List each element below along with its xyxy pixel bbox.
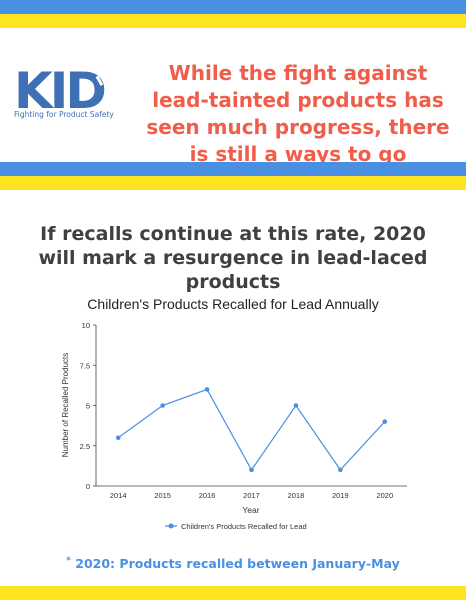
subheading: If recalls continue at this rate, 2020 w… [38, 223, 428, 293]
child-figure-icon [95, 69, 125, 107]
bottom-yellow-band [0, 586, 466, 600]
middle-blue-band [0, 162, 466, 176]
y-tick-label: 2.5 [80, 442, 90, 451]
data-point [338, 467, 343, 473]
data-point [160, 403, 165, 408]
chart-axes: 0 2.5 5 7.5 10 2014 2015 2016 2017 2018 2019 2020 [80, 321, 407, 500]
logo-text: KID [14, 62, 104, 120]
top-blue-band [0, 0, 466, 14]
data-point [204, 387, 210, 392]
top-yellow-band [0, 14, 466, 28]
x-tick-label: 2015 [154, 491, 171, 500]
data-point [249, 467, 254, 473]
footnote-marker: * [66, 556, 71, 566]
y-tick-label: 10 [82, 321, 90, 330]
x-tick-label: 2018 [288, 491, 305, 500]
footnote: * 2020: Products recalled between Januar… [0, 556, 466, 571]
footnote-text: 2020: Products recalled between January-… [75, 556, 400, 572]
chart-title: Children's Products Recalled for Lead An… [87, 296, 379, 312]
middle-yellow-band [0, 176, 466, 190]
x-tick-label: 2016 [199, 491, 216, 500]
y-tick-label: 5 [86, 402, 90, 411]
data-point [293, 403, 299, 408]
x-tick-label: 2017 [243, 491, 260, 500]
data-point [382, 419, 388, 424]
x-tick-label: 2020 [376, 491, 393, 500]
data-point [115, 435, 121, 441]
x-tick-label: 2019 [332, 491, 349, 500]
legend-label: Children's Products Recalled for Lead [181, 522, 307, 531]
legend-marker [168, 523, 174, 529]
series-line [117, 388, 386, 472]
y-tick-label: 0 [86, 482, 90, 491]
chart-marks [115, 387, 388, 473]
logo-tagline: Fighting for Product Safety [14, 110, 114, 119]
x-axis-label: Year [242, 505, 259, 515]
y-tick-label: 7.5 [80, 361, 90, 370]
x-tick-label: 2014 [110, 491, 127, 500]
y-axis-label: Number of Recalled Products [61, 353, 70, 458]
legend: Children's Products Recalled for Lead [165, 522, 307, 531]
kid-logo: KID [14, 62, 125, 120]
